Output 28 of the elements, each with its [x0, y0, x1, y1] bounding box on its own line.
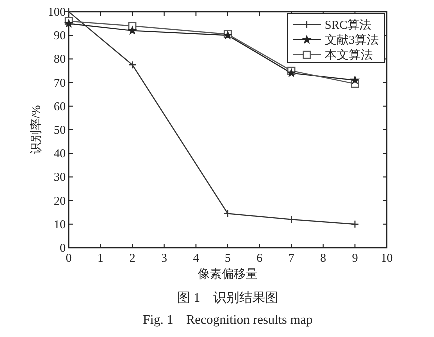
x-tick-label: 7	[288, 251, 295, 265]
x-tick-label: 5	[225, 251, 231, 265]
y-tick-label: 70	[54, 76, 66, 90]
x-tick-label: 8	[320, 251, 326, 265]
x-axis-title: 像素偏移量	[198, 267, 258, 281]
legend-label: 文献3算法	[325, 33, 379, 47]
x-tick-label: 10	[381, 251, 393, 265]
y-tick-label: 30	[54, 170, 66, 184]
y-tick-label: 50	[54, 123, 66, 137]
x-tick-label: 6	[256, 251, 263, 265]
y-tick-label: 20	[54, 194, 66, 208]
x-tick-label: 9	[352, 251, 358, 265]
y-tick-label: 100	[48, 5, 66, 19]
y-tick-label: 10	[54, 217, 66, 232]
text: Fig. 1 Recognition results map	[143, 312, 313, 327]
x-tick-label: 1	[98, 251, 104, 265]
y-axis-title: 识别率/%	[29, 105, 43, 155]
y-tick-label: 0	[60, 241, 66, 255]
y-tick-label: 60	[54, 99, 66, 114]
legend-label: 本文算法	[325, 48, 373, 62]
x-tick-label: 4	[193, 251, 200, 265]
y-tick-label: 40	[54, 146, 66, 161]
x-tick-label: 3	[161, 251, 168, 265]
text: 图 1 识别结果图	[178, 290, 278, 305]
x-tick-label: 2	[130, 251, 136, 265]
y-tick-label: 80	[54, 52, 66, 66]
y-tick-label: 90	[54, 28, 66, 43]
legend-label: SRC算法	[325, 18, 372, 32]
